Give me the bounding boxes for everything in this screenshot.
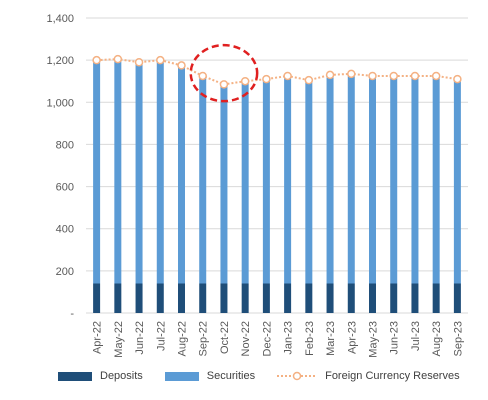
reserves-point	[262, 74, 271, 84]
y-tick-label: -	[70, 308, 74, 320]
reserves-point	[219, 80, 229, 89]
bar-deposits	[156, 283, 164, 313]
reserves-point	[156, 55, 165, 65]
bar-securities	[390, 75, 398, 284]
bar-securities	[262, 79, 270, 284]
reserves-point	[304, 75, 314, 85]
bar-securities	[93, 60, 101, 284]
reserves-point	[368, 71, 377, 81]
x-tick-label: Jan-23	[283, 321, 295, 355]
x-tick-label: Jul-23	[410, 321, 422, 351]
bar-deposits	[411, 283, 419, 313]
x-tick-label: May-22	[113, 321, 125, 358]
legend-label-deposits: Deposits	[100, 370, 143, 382]
y-tick-label: 200	[56, 266, 74, 278]
bar-securities	[284, 75, 292, 284]
bar-deposits	[241, 283, 249, 313]
legend-swatch-deposits	[58, 371, 92, 381]
reserves-point	[134, 58, 144, 67]
bar-deposits	[135, 283, 143, 313]
legend-item-reserves: Foreign Currency Reserves	[277, 370, 460, 382]
reserves-line-path	[96, 58, 458, 86]
x-tick-label: Apr-23	[346, 321, 358, 354]
x-tick-label: Dec-22	[261, 321, 273, 356]
x-tick-label: Aug-23	[431, 321, 443, 356]
bar-deposits	[93, 283, 101, 313]
legend-label-reserves: Foreign Currency Reserves	[325, 370, 460, 382]
x-tick-label: Sep-23	[452, 321, 464, 356]
y-tick-label: 800	[56, 139, 74, 151]
reserves-point	[431, 71, 441, 81]
bar-deposits	[369, 283, 376, 313]
bar-securities	[241, 81, 249, 284]
reserves-point	[389, 71, 398, 81]
reserves-point	[113, 54, 123, 64]
reserves-point	[347, 69, 356, 79]
bar-deposits	[178, 283, 185, 313]
reserves-point	[325, 70, 335, 80]
y-axis-ticks: - 200 400 600 800 1,000 1,200 1,400	[46, 13, 74, 320]
bar-securities	[347, 73, 355, 284]
reserves-point	[410, 71, 420, 81]
y-tick-label: 400	[56, 224, 74, 236]
reserves-point	[240, 76, 250, 86]
bar-securities	[178, 65, 185, 284]
reserves-point	[198, 71, 207, 81]
bar-securities	[305, 80, 313, 284]
bar-securities	[135, 62, 143, 284]
bars	[93, 59, 461, 313]
reserves-point	[283, 71, 292, 81]
x-tick-label: Oct-22	[219, 321, 231, 354]
bar-deposits	[114, 283, 122, 313]
bar-securities	[326, 74, 334, 284]
x-tick-label: Jul-22	[155, 321, 167, 351]
x-axis-ticks: Apr-22 May-22 Jun-22 Jul-22 Aug-22 Sep-22 Oct-…	[92, 321, 465, 358]
legend-item-deposits: Deposits	[58, 370, 143, 382]
bar-deposits	[326, 283, 334, 313]
gridlines	[86, 17, 468, 314]
annotation	[189, 43, 259, 103]
legend-item-securities: Securities	[164, 370, 256, 382]
reserves-line	[92, 54, 462, 89]
x-tick-label: Jun-22	[134, 321, 146, 355]
bar-securities	[369, 75, 376, 284]
bar-securities	[114, 59, 122, 284]
reserves-point	[453, 74, 462, 84]
bar-securities	[199, 75, 207, 284]
reserves-point	[92, 55, 101, 65]
y-tick-label: 1,200	[46, 55, 74, 67]
annotation-circle	[189, 43, 259, 103]
x-tick-label: Nov-22	[240, 321, 252, 356]
bar-deposits	[284, 283, 292, 313]
bar-securities	[411, 75, 419, 284]
legend-swatch-reserves	[277, 371, 318, 381]
x-tick-label: May-23	[368, 321, 380, 358]
x-tick-label: Sep-22	[198, 321, 210, 356]
legend: Deposits Securities Foreign Currency Res…	[58, 370, 482, 382]
bar-deposits	[390, 283, 398, 313]
bar-deposits	[432, 283, 440, 313]
bar-deposits	[220, 283, 228, 313]
bar-deposits	[262, 283, 270, 313]
bar-deposits	[305, 283, 313, 313]
x-tick-label: Jun-23	[389, 321, 401, 355]
bar-securities	[453, 79, 461, 284]
x-tick-label: Mar-23	[325, 321, 337, 356]
x-tick-label: Apr-22	[92, 321, 104, 354]
y-tick-label: 1,000	[46, 97, 74, 109]
bar-securities	[156, 60, 164, 284]
bar-securities	[220, 84, 228, 284]
x-tick-label: Aug-22	[177, 321, 189, 356]
reserves-point	[177, 61, 186, 70]
legend-label-securities: Securities	[206, 370, 256, 382]
bar-deposits	[453, 283, 461, 313]
y-tick-label: 1,400	[46, 13, 74, 25]
y-tick-label: 600	[56, 182, 74, 194]
bar-deposits	[199, 283, 207, 313]
x-tick-label: Feb-23	[304, 321, 316, 356]
bar-securities	[432, 75, 440, 284]
bar-deposits	[347, 283, 355, 313]
legend-swatch-securities	[164, 371, 199, 381]
